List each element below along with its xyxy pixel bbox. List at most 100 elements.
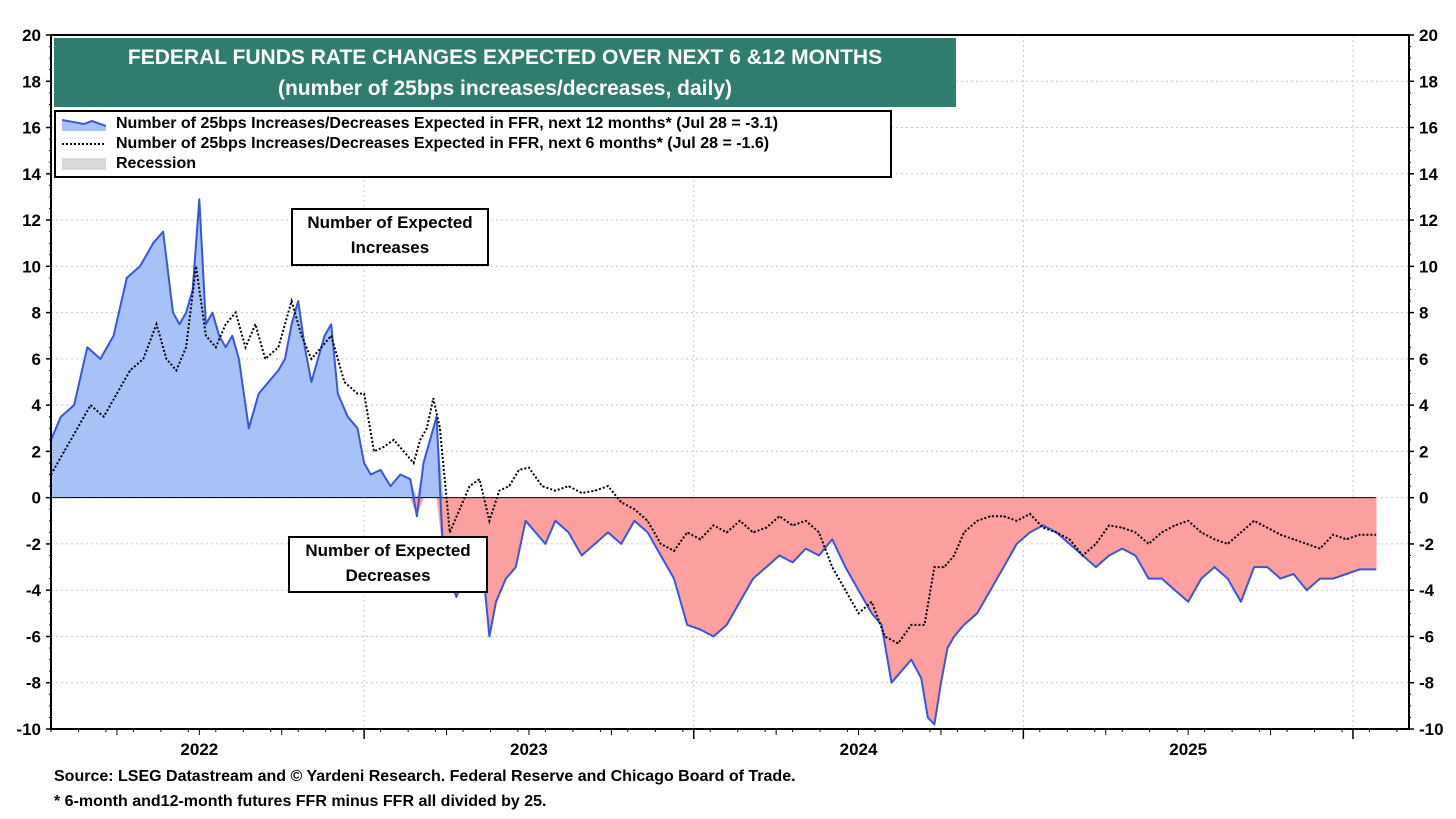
- axes: -10 -10 -8 -8 -6 -6 -4 -4 -2 -2 0 0 2 2 4 4 6 6 8 8 10 10 12 12…: [16, 26, 1443, 759]
- point-12-month: [152, 242, 154, 244]
- point-6-month: [310, 358, 312, 360]
- point-12-month: [891, 682, 892, 684]
- point-12-month: [1319, 578, 1321, 580]
- point-12-month: [726, 624, 728, 626]
- point-6-month: [1253, 520, 1255, 522]
- point-12-month: [268, 381, 269, 383]
- y-tick-label-right: -2: [1419, 535, 1434, 554]
- point-6-month: [373, 450, 375, 452]
- point-12-month: [423, 462, 424, 464]
- point-6-month: [357, 393, 358, 395]
- y-tick-label-right: 14: [1419, 165, 1438, 184]
- y-tick-label-left: 4: [32, 396, 42, 415]
- point-12-month: [455, 596, 457, 598]
- point-12-month: [218, 335, 220, 337]
- point-12-month: [765, 566, 767, 568]
- point-12-month: [900, 670, 902, 672]
- point-6-month: [953, 555, 955, 556]
- point-12-month: [647, 531, 649, 533]
- annotation-decreases-line1: Number of Expected: [305, 541, 471, 560]
- point-6-month: [1174, 524, 1176, 526]
- point-6-month: [459, 508, 461, 510]
- point-12-month: [212, 312, 213, 314]
- point-12-month: [225, 346, 227, 348]
- y-tick-label-right: 2: [1419, 442, 1428, 461]
- point-6-month: [205, 335, 207, 337]
- y-tick-label-right: 4: [1419, 396, 1429, 415]
- point-6-month: [831, 566, 833, 568]
- point-12-month: [297, 300, 299, 302]
- point-12-month: [1029, 531, 1031, 533]
- title-line-1: FEDERAL FUNDS RATE CHANGES EXPECTED OVER…: [127, 46, 883, 69]
- point-6-month: [518, 469, 520, 471]
- point-6-month: [1161, 531, 1163, 533]
- point-12-month: [113, 335, 115, 337]
- y-tick-label-left: -10: [16, 720, 41, 739]
- footnote-note: * 6-month and12-month futures FFR minus …: [54, 793, 547, 810]
- point-6-month: [1200, 531, 1202, 533]
- point-6-month: [225, 323, 227, 325]
- point-12-month: [739, 601, 741, 603]
- point-12-month: [858, 589, 859, 591]
- point-12-month: [1095, 566, 1097, 568]
- point-6-month: [778, 515, 780, 517]
- y-tick-label-left: -4: [26, 581, 42, 600]
- point-12-month: [258, 393, 260, 395]
- y-tick-label-right: 0: [1419, 489, 1428, 508]
- point-6-month: [479, 478, 480, 480]
- point-12-month: [505, 578, 507, 580]
- point-12-month: [581, 555, 583, 556]
- y-tick-label-left: 18: [22, 72, 41, 91]
- point-12-month: [568, 531, 569, 533]
- point-12-month: [525, 520, 527, 522]
- point-12-month: [1148, 578, 1150, 580]
- y-tick-label-left: 10: [22, 257, 41, 276]
- point-6-month: [76, 427, 78, 429]
- point-12-month: [1240, 601, 1242, 603]
- y-tick-label-left: 14: [22, 165, 41, 184]
- point-12-month: [380, 469, 382, 471]
- point-6-month: [528, 467, 530, 469]
- point-12-month: [185, 312, 187, 314]
- legend-swatch-recession: [62, 158, 106, 170]
- point-12-month: [291, 323, 293, 325]
- y-tick-label-left: 16: [22, 119, 41, 138]
- x-year-label: 2022: [180, 740, 218, 759]
- point-6-month: [943, 566, 945, 568]
- point-12-month: [1003, 566, 1005, 568]
- point-6-month: [739, 520, 741, 522]
- point-6-month: [1121, 527, 1123, 529]
- point-12-month: [363, 462, 365, 464]
- point-6-month: [90, 404, 92, 406]
- y-tick-label-left: 6: [32, 350, 41, 369]
- y-tick-label-right: 16: [1419, 119, 1438, 138]
- point-12-month: [871, 612, 873, 614]
- point-6-month: [568, 485, 569, 487]
- legend-label-6-month: Number of 25bps Increases/Decreases Expe…: [116, 135, 770, 152]
- legend-label-12-month: Number of 25bps Increases/Decreases Expe…: [116, 115, 779, 132]
- x-year-label: 2023: [510, 740, 548, 759]
- point-12-month: [436, 416, 438, 418]
- point-12-month: [162, 231, 164, 233]
- point-12-month: [284, 358, 286, 360]
- point-12-month: [1214, 566, 1215, 568]
- point-6-month: [897, 642, 899, 644]
- point-6-month: [660, 543, 662, 545]
- point-6-month: [989, 515, 991, 517]
- point-12-month: [544, 543, 546, 545]
- point-12-month: [179, 323, 180, 325]
- point-6-month: [1082, 555, 1084, 556]
- area-fills: [51, 199, 1377, 725]
- point-12-month: [963, 624, 965, 626]
- point-12-month: [390, 485, 391, 487]
- point-12-month: [238, 358, 240, 360]
- point-6-month: [393, 439, 395, 441]
- point-6-month: [1134, 531, 1136, 533]
- point-12-month: [844, 566, 846, 568]
- annotation-decreases: Number of Expected Decreases: [288, 536, 488, 593]
- point-6-month: [1095, 543, 1097, 545]
- point-12-month: [1200, 578, 1202, 580]
- y-tick-label-right: 20: [1419, 26, 1438, 45]
- point-12-month: [778, 555, 780, 556]
